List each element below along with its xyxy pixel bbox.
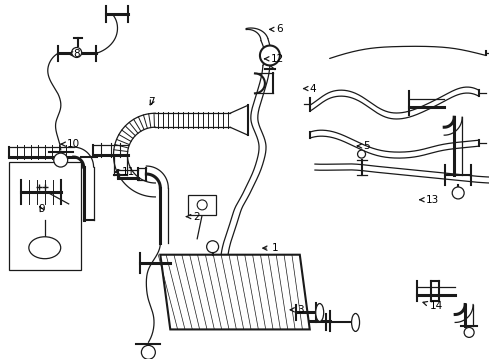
Circle shape [142,345,155,359]
Text: 8: 8 [68,49,80,59]
Circle shape [54,153,68,167]
Polygon shape [160,255,310,329]
Text: 12: 12 [265,54,284,64]
Text: 4: 4 [303,84,316,94]
Ellipse shape [29,237,61,259]
Text: 10: 10 [61,139,80,149]
Circle shape [72,48,82,58]
Text: 9: 9 [38,204,45,215]
Circle shape [207,241,219,253]
Text: 7: 7 [148,97,155,107]
Text: 13: 13 [419,195,439,205]
Circle shape [464,328,474,337]
Text: 1: 1 [263,243,278,253]
Text: 2: 2 [187,212,199,221]
Bar [9,162,81,270]
Ellipse shape [352,314,360,332]
Ellipse shape [316,303,324,321]
Circle shape [197,200,207,210]
Circle shape [452,187,464,199]
Bar [188,195,216,215]
Text: 6: 6 [270,24,283,35]
Text: 5: 5 [357,141,370,151]
Text: 3: 3 [290,305,304,315]
Text: 11: 11 [116,167,135,177]
Text: 14: 14 [423,301,443,311]
Circle shape [260,45,280,66]
Circle shape [358,150,366,158]
